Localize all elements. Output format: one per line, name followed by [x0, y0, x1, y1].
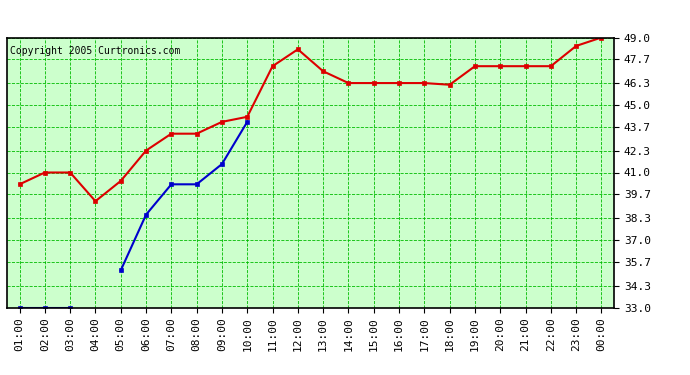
Text: Copyright 2005 Curtronics.com: Copyright 2005 Curtronics.com	[10, 46, 180, 56]
Text: Outside Temperature (vs) Dew Point (Last 24 Hours) Mon Nov 28 00:00: Outside Temperature (vs) Dew Point (Last…	[40, 11, 650, 26]
